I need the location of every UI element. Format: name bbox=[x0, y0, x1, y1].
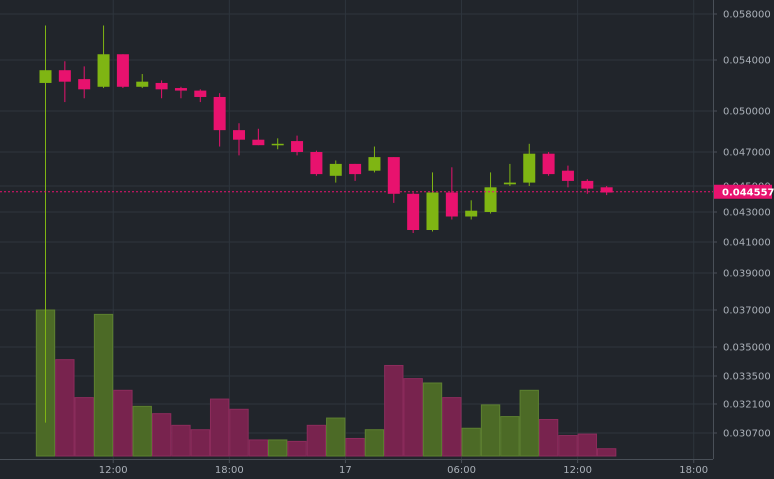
volume-bar bbox=[422, 382, 443, 457]
candle-body bbox=[465, 210, 478, 217]
candle-body bbox=[252, 139, 265, 146]
candle-body bbox=[97, 54, 110, 87]
candle-body bbox=[387, 157, 400, 194]
price-tick-label: 0.033500 bbox=[723, 372, 771, 383]
price-tick-label: 0.050000 bbox=[723, 107, 771, 118]
time-tick-label: 06:00 bbox=[447, 465, 476, 476]
volume-bar bbox=[55, 359, 75, 457]
candle-body bbox=[329, 163, 342, 176]
candle-body bbox=[194, 90, 207, 97]
volume-bar bbox=[93, 313, 114, 457]
candle-body bbox=[78, 79, 91, 90]
price-tick-label: 0.043000 bbox=[723, 208, 771, 219]
volume-bar bbox=[287, 440, 307, 457]
candle-body bbox=[213, 96, 226, 131]
price-tick-label: 0.032100 bbox=[723, 400, 771, 411]
price-tick-label: 0.037000 bbox=[723, 306, 771, 317]
time-axis[interactable]: 12:00 18:00 17 06:00 12:00 18:00 bbox=[99, 459, 708, 476]
volume-bar bbox=[151, 413, 172, 457]
price-tick-label: 0.047000 bbox=[723, 148, 771, 159]
candle-body bbox=[174, 88, 187, 91]
price-tick-label: 0.039000 bbox=[723, 269, 771, 280]
candle-body bbox=[349, 163, 362, 175]
volume-bar bbox=[113, 389, 133, 457]
candle-body bbox=[445, 192, 458, 217]
candle-body bbox=[155, 82, 168, 90]
time-tick-label: 12:00 bbox=[563, 465, 592, 476]
volume-bar bbox=[248, 439, 269, 457]
price-tick-label: 0.035000 bbox=[723, 343, 771, 354]
price-tick-label: 0.030700 bbox=[723, 429, 771, 440]
volume-bar bbox=[306, 424, 327, 457]
candle-body bbox=[561, 170, 574, 181]
volume-bar bbox=[577, 433, 597, 457]
time-tick-label: 18:00 bbox=[679, 465, 708, 476]
candle-body bbox=[291, 141, 304, 152]
time-tick-label: 12:00 bbox=[99, 465, 128, 476]
volume-bar bbox=[538, 419, 559, 457]
volume-bar bbox=[132, 405, 152, 457]
axes bbox=[0, 0, 714, 460]
current-price-value: 0.044557 bbox=[722, 187, 774, 198]
volume-bar bbox=[268, 439, 288, 457]
volume-bar bbox=[480, 404, 501, 457]
volume-bar bbox=[209, 398, 230, 457]
candle-body bbox=[484, 187, 497, 212]
candle-body bbox=[368, 157, 381, 171]
volume-bar bbox=[558, 435, 578, 457]
current-price-label: 0.044557 bbox=[714, 184, 774, 199]
price-tick-label: 0.058000 bbox=[723, 10, 771, 21]
volume-bar bbox=[403, 378, 423, 457]
candle-body bbox=[503, 182, 516, 185]
candle-body bbox=[310, 152, 323, 175]
price-tick-label: 0.041000 bbox=[723, 238, 771, 249]
price-tick-label: 0.054000 bbox=[723, 56, 771, 67]
volume-bar bbox=[461, 427, 481, 457]
current-price-label-bg bbox=[714, 184, 772, 199]
candle-body bbox=[58, 70, 71, 82]
time-tick-label: 18:00 bbox=[215, 465, 244, 476]
candle-body bbox=[116, 54, 129, 87]
price-axis[interactable]: 0.0580000.0540000.0500000.0470000.045000… bbox=[713, 10, 771, 440]
volume-bar bbox=[229, 408, 249, 457]
volume-bar bbox=[384, 364, 404, 457]
volume-bar bbox=[190, 429, 210, 457]
candles bbox=[39, 25, 613, 423]
candle-body bbox=[542, 153, 555, 175]
candle-body bbox=[271, 143, 284, 146]
volume-bar bbox=[596, 448, 617, 457]
volume-bar bbox=[519, 389, 539, 457]
volume-bar bbox=[326, 417, 346, 457]
volume-bars bbox=[35, 309, 617, 457]
candle-body bbox=[581, 180, 594, 189]
time-tick-label: 17 bbox=[339, 465, 352, 476]
candle-body bbox=[426, 192, 439, 230]
volume-bar bbox=[171, 424, 191, 457]
candle-body bbox=[600, 187, 613, 193]
candle-body bbox=[39, 70, 52, 83]
volume-bar bbox=[74, 397, 94, 457]
volume-bar bbox=[500, 416, 520, 457]
volume-bar bbox=[364, 429, 385, 457]
candle-body bbox=[233, 130, 245, 140]
candle-body bbox=[523, 153, 536, 183]
candle-body bbox=[136, 81, 149, 87]
volume-bar bbox=[345, 437, 365, 457]
volume-bar bbox=[442, 397, 462, 457]
candle-body bbox=[407, 193, 420, 230]
